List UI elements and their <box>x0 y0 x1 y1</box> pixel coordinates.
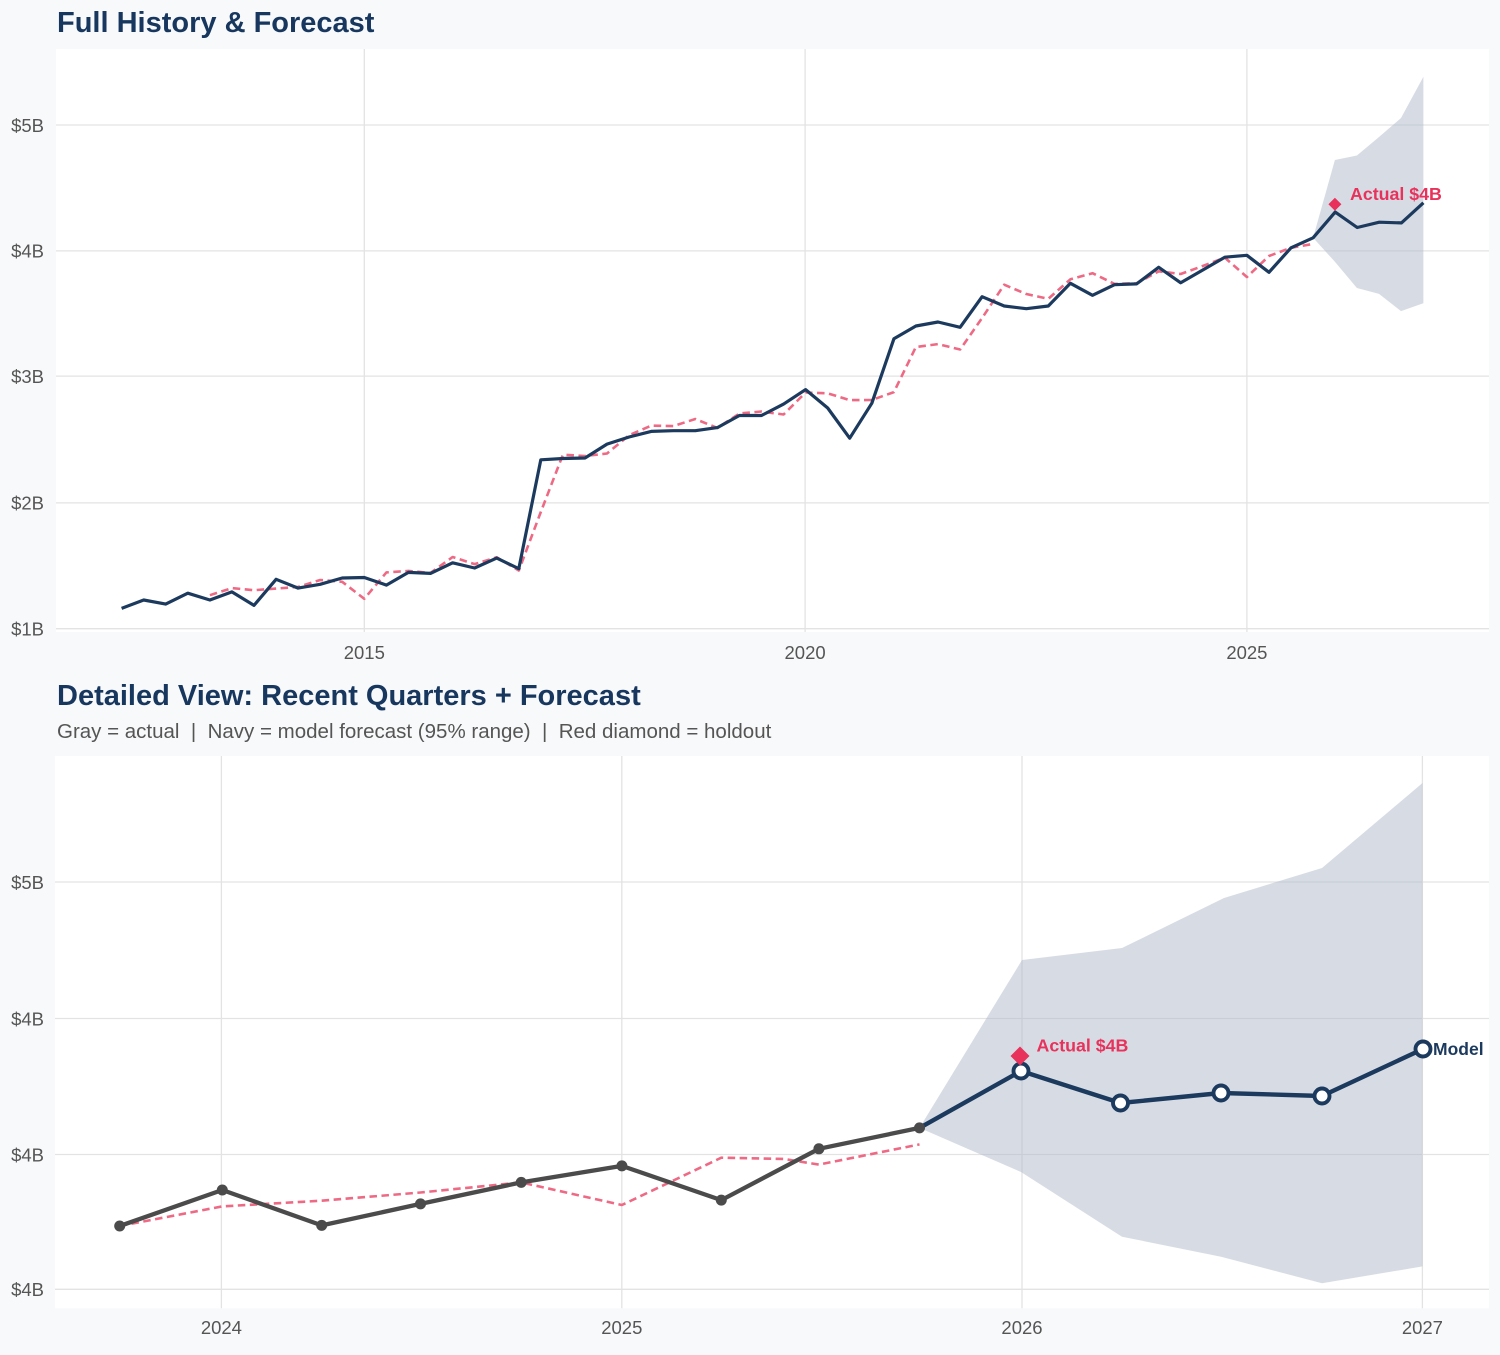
svg-text:$1B: $1B <box>11 619 44 640</box>
svg-text:2025: 2025 <box>601 1317 642 1338</box>
svg-text:Actual $4B: Actual $4B <box>1350 184 1442 204</box>
svg-text:$4B: $4B <box>11 1279 44 1300</box>
svg-text:$4B: $4B <box>11 1144 44 1165</box>
svg-text:$5B: $5B <box>11 872 44 893</box>
svg-text:$4B: $4B <box>11 1008 44 1029</box>
svg-text:Detailed View: Recent Quarters: Detailed View: Recent Quarters + Forecas… <box>57 680 641 712</box>
svg-text:Full History & Forecast: Full History & Forecast <box>57 7 375 39</box>
svg-text:2027: 2027 <box>1402 1317 1443 1338</box>
svg-text:Actual $4B: Actual $4B <box>1037 1036 1129 1056</box>
svg-text:2026: 2026 <box>1001 1317 1042 1338</box>
svg-text:2024: 2024 <box>201 1317 242 1338</box>
svg-text:2015: 2015 <box>344 642 385 663</box>
svg-text:2025: 2025 <box>1226 642 1267 663</box>
svg-text:2020: 2020 <box>785 642 826 663</box>
svg-text:$5B: $5B <box>11 115 44 136</box>
svg-text:$3B: $3B <box>11 366 44 387</box>
svg-text:Model: Model <box>1433 1039 1484 1059</box>
svg-text:$4B: $4B <box>11 241 44 262</box>
svg-text:$2B: $2B <box>11 493 44 514</box>
svg-text:Gray = actual | Navy = model: Gray = actual | Navy = model forecast (9… <box>57 720 772 743</box>
